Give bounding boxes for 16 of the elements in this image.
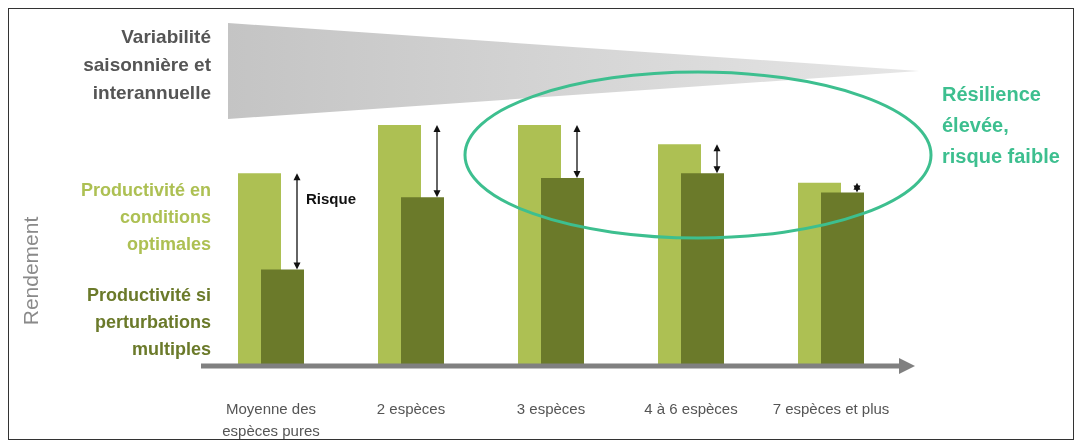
x-tick-label: 7 espèces et plus: [772, 400, 890, 417]
bar: [681, 173, 724, 366]
annotation: Risque: [306, 189, 357, 209]
bar: [541, 178, 584, 366]
bar: [401, 197, 444, 366]
text: Variabilité saisonnière et interannuelle: [82, 25, 211, 105]
series-label: Productivité en conditions optimales: [79, 179, 211, 256]
bar: [821, 192, 864, 366]
text: Productivité si perturbations multiples: [85, 284, 211, 361]
x-tick-label: 4 à 6 espèces: [644, 400, 738, 417]
x-tick-label: 2 espèces: [376, 400, 446, 417]
bar: [261, 269, 304, 366]
x-tick-label: Moyenne des espèces pures: [222, 400, 320, 439]
text: Résilience élevée, risque faible: [942, 82, 1061, 169]
text: Rendement: [19, 216, 43, 326]
x-tick-label: 3 espèces: [516, 400, 586, 417]
